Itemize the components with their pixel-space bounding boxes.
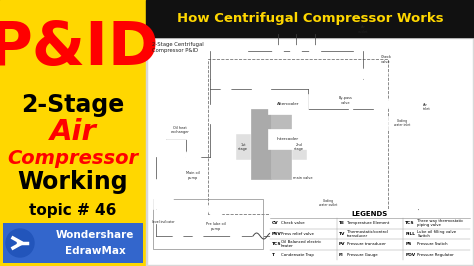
Circle shape bbox=[273, 45, 283, 56]
Text: Lube oil filling valve
Switch: Lube oil filling valve Switch bbox=[417, 230, 456, 238]
Polygon shape bbox=[362, 230, 374, 242]
Text: Compressor: Compressor bbox=[8, 148, 138, 168]
Text: Pressure Gauge: Pressure Gauge bbox=[346, 253, 377, 257]
Text: Intercooler: Intercooler bbox=[277, 137, 299, 141]
Bar bbox=[236, 134, 250, 159]
Text: Press relief valve: Press relief valve bbox=[281, 232, 314, 236]
Bar bbox=[268, 129, 308, 149]
Text: LEGENDS: LEGENDS bbox=[352, 211, 388, 217]
Bar bbox=[270, 210, 470, 260]
Circle shape bbox=[173, 231, 183, 241]
Bar bbox=[292, 134, 306, 159]
Polygon shape bbox=[337, 230, 349, 242]
Text: 1st
stage: 1st stage bbox=[238, 143, 248, 151]
Circle shape bbox=[211, 99, 220, 109]
Text: T: T bbox=[272, 253, 275, 257]
Text: TE: TE bbox=[338, 221, 345, 225]
Bar bbox=[153, 199, 263, 249]
Circle shape bbox=[185, 149, 201, 165]
Text: POV: POV bbox=[405, 253, 415, 257]
Text: TCS: TCS bbox=[405, 221, 415, 225]
Text: Pressure Regulator: Pressure Regulator bbox=[417, 253, 454, 257]
Text: PSV: PSV bbox=[272, 232, 282, 236]
Circle shape bbox=[158, 219, 168, 229]
Bar bbox=[0, 0, 146, 266]
Text: P&ID: P&ID bbox=[0, 19, 159, 77]
Text: TV: TV bbox=[338, 232, 345, 236]
Bar bbox=[153, 179, 173, 209]
Circle shape bbox=[379, 130, 387, 139]
Bar bbox=[3, 223, 143, 263]
Text: Pressure transducer: Pressure transducer bbox=[346, 242, 385, 246]
Circle shape bbox=[6, 229, 34, 257]
Circle shape bbox=[253, 231, 263, 241]
Text: 2nd
stage: 2nd stage bbox=[294, 143, 304, 151]
Text: Wondershare: Wondershare bbox=[56, 230, 134, 240]
Circle shape bbox=[372, 114, 381, 123]
Text: Pressure Switch: Pressure Switch bbox=[417, 242, 448, 246]
Bar bbox=[208, 59, 388, 214]
Bar bbox=[268, 94, 308, 114]
Text: Cooling
water inlet: Cooling water inlet bbox=[394, 119, 410, 127]
Circle shape bbox=[230, 231, 241, 242]
Text: Check valve: Check valve bbox=[281, 221, 305, 225]
Circle shape bbox=[221, 84, 231, 94]
Circle shape bbox=[173, 204, 183, 214]
Circle shape bbox=[310, 45, 320, 56]
Text: By-pass
valve: By-pass valve bbox=[339, 96, 353, 105]
Text: Thermostatic/control
transducer: Thermostatic/control transducer bbox=[346, 230, 387, 238]
Bar bbox=[271, 109, 291, 179]
Text: PS: PS bbox=[405, 242, 412, 246]
Text: PV: PV bbox=[338, 242, 345, 246]
Circle shape bbox=[216, 119, 225, 128]
Bar bbox=[313, 197, 343, 209]
Text: Aftercooler: Aftercooler bbox=[277, 102, 299, 106]
Text: EdrawMax: EdrawMax bbox=[64, 246, 125, 256]
Text: CV: CV bbox=[272, 221, 279, 225]
Text: Oil Balanced electric
heater: Oil Balanced electric heater bbox=[281, 240, 321, 248]
Text: TCS: TCS bbox=[272, 242, 282, 246]
Bar bbox=[146, 0, 474, 37]
Text: Oil heat
exchanger: Oil heat exchanger bbox=[171, 126, 190, 134]
Text: 2-Stage Centrifugal
Compressor P&ID: 2-Stage Centrifugal Compressor P&ID bbox=[152, 42, 204, 53]
Circle shape bbox=[382, 99, 391, 109]
Circle shape bbox=[193, 231, 203, 241]
Bar bbox=[388, 117, 416, 129]
Circle shape bbox=[291, 45, 301, 56]
Text: How Centrifugal Compressor Works: How Centrifugal Compressor Works bbox=[177, 12, 443, 25]
Circle shape bbox=[358, 69, 368, 79]
Polygon shape bbox=[302, 230, 314, 242]
Polygon shape bbox=[387, 230, 399, 242]
Text: Three way thermostatic
piping valve: Three way thermostatic piping valve bbox=[417, 219, 464, 227]
Bar bbox=[148, 39, 472, 264]
Text: level indicator: level indicator bbox=[152, 220, 174, 224]
Text: Air
outlet: Air outlet bbox=[358, 25, 368, 34]
Text: Working: Working bbox=[18, 170, 128, 194]
Text: main valve: main valve bbox=[293, 176, 313, 180]
Text: Temperature Element: Temperature Element bbox=[346, 221, 389, 225]
Text: FILL: FILL bbox=[405, 232, 415, 236]
Text: Air
inlet: Air inlet bbox=[423, 103, 431, 111]
Text: Cooling
water outlet: Cooling water outlet bbox=[319, 199, 337, 207]
Text: Pre lube oil
pump: Pre lube oil pump bbox=[206, 222, 226, 231]
Circle shape bbox=[389, 70, 397, 78]
Text: Air: Air bbox=[50, 118, 96, 146]
Text: Check
valve: Check valve bbox=[381, 55, 392, 64]
Circle shape bbox=[398, 84, 408, 94]
Circle shape bbox=[208, 201, 224, 217]
Text: topic # 46: topic # 46 bbox=[29, 202, 117, 218]
Text: PI: PI bbox=[338, 253, 343, 257]
Text: Main oil
pump: Main oil pump bbox=[186, 171, 200, 180]
Bar bbox=[146, 37, 474, 266]
Text: 2-Stage: 2-Stage bbox=[21, 93, 125, 117]
Bar bbox=[251, 109, 271, 179]
Circle shape bbox=[373, 84, 383, 94]
Circle shape bbox=[409, 105, 418, 114]
Text: Condensate Trap: Condensate Trap bbox=[281, 253, 314, 257]
Bar bbox=[166, 121, 194, 139]
